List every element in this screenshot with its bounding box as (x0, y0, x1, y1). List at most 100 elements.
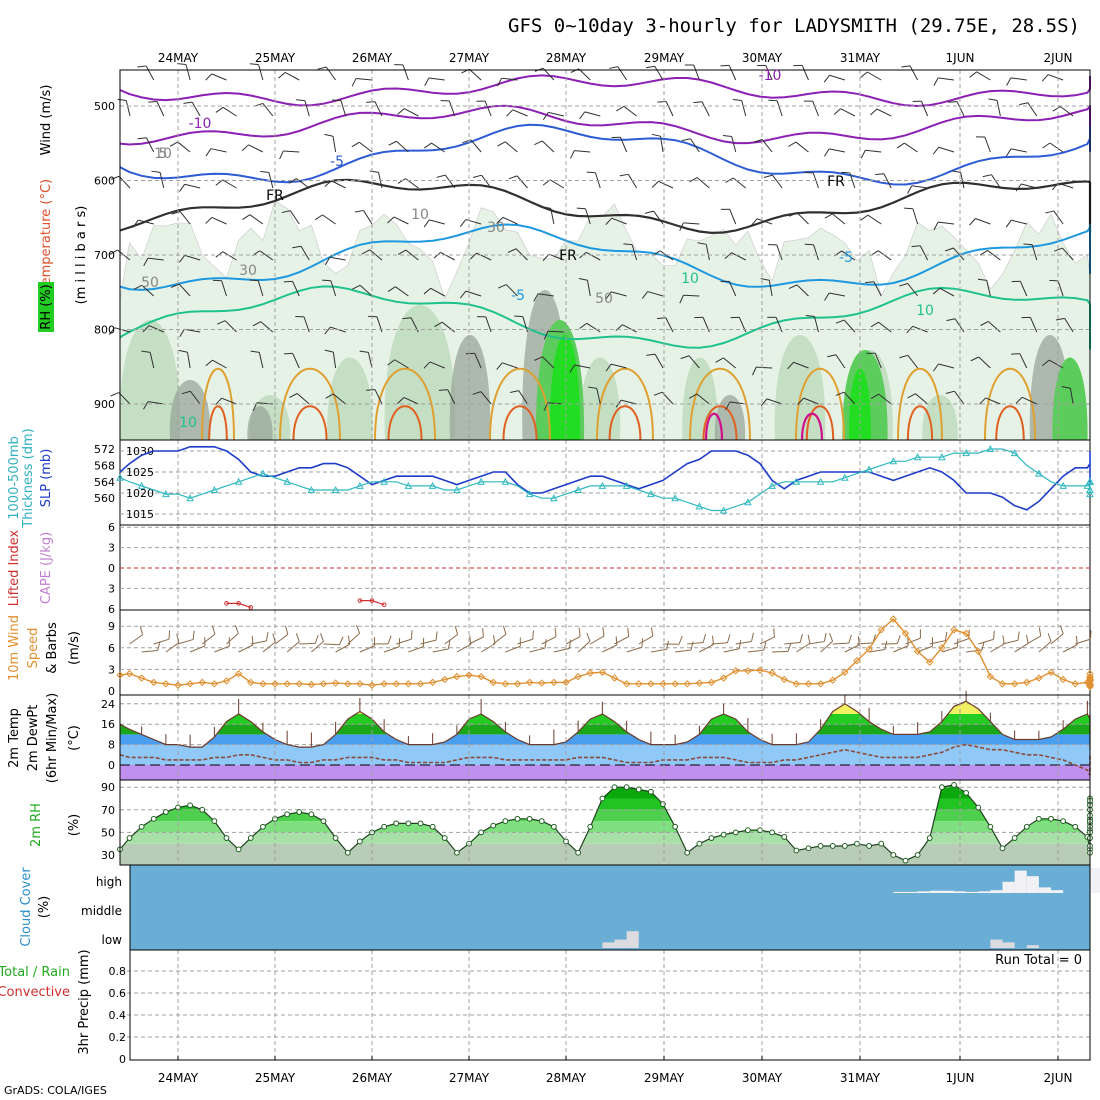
wind-barb-flag (514, 315, 523, 318)
wind10-marker (792, 680, 801, 688)
wind10-barb (905, 637, 921, 645)
wind10-marker (950, 626, 958, 634)
wind-barb-flag (423, 287, 432, 295)
wind-barb (212, 359, 227, 369)
thickness-marker (792, 477, 801, 485)
thickness-marker (210, 485, 219, 493)
wind-barb (332, 352, 337, 369)
rh2m-point (660, 801, 666, 808)
wind-barb-flag (397, 178, 406, 184)
rh2m-point (550, 823, 557, 830)
wind-barb-flag (933, 77, 939, 86)
wind-barb (665, 317, 674, 333)
thickness-marker (404, 481, 413, 489)
wind10-barb-flag (726, 634, 731, 643)
wind10-marker (756, 666, 764, 674)
wind-barb-flag (875, 173, 885, 176)
wind-barb (620, 399, 637, 405)
wind-barb (878, 393, 892, 405)
bottom-day-label: 29MAY (644, 1071, 685, 1085)
wind-barb (428, 77, 445, 81)
wind10-marker (695, 679, 704, 687)
wind-barb (812, 100, 819, 117)
p7-label-1: Cloud Cover (19, 867, 34, 947)
contour-label: 50 (141, 275, 159, 291)
isotherm-20-arch-6 (805, 405, 835, 441)
wind-barb-flag (249, 63, 259, 66)
wind10-barb-flag (176, 634, 180, 643)
wind10-marker (525, 678, 534, 687)
wind-barb (843, 319, 856, 333)
wind-barb (304, 100, 310, 117)
wind-barb (541, 140, 555, 153)
bottom-day-label: 31MAY (840, 1071, 881, 1085)
contour-label: 10 (411, 207, 429, 223)
wind-barb (502, 362, 518, 369)
rh-band (120, 832, 1090, 844)
thickness-marker (137, 481, 146, 489)
wind10m-panel: 9 6 3 0 (108, 609, 1094, 698)
wind-barb-flag (169, 141, 178, 147)
wind-barb-flag (534, 356, 543, 361)
lifted-index-point (248, 605, 254, 610)
wind10-barb (444, 634, 458, 645)
wind10-barb (165, 642, 180, 653)
wind10-barb-flag (502, 625, 507, 635)
wind-barb (1049, 142, 1064, 153)
wind-barb-flag (205, 73, 213, 81)
precip-tick: 0.8 (109, 965, 127, 978)
wind-barb (867, 71, 882, 81)
wind-barb (1048, 359, 1064, 369)
cloud-high-bar (954, 891, 967, 893)
wind10-marker (428, 678, 437, 687)
rh2m-point (429, 823, 436, 830)
wind10-marker (392, 680, 400, 688)
wind-barb-flag (387, 216, 395, 224)
thickness-slp-panel: 572 568 564 560 1030 1025 1020 1015 (94, 439, 1094, 526)
wind-barb (292, 353, 300, 369)
rh2m-point (1011, 835, 1018, 841)
p5-label-1: 2m Temp (7, 708, 22, 768)
bottom-time-axis: 24MAY 25MAY 26MAY 27MAY 28MAY 29MAY 30MAY 31MAY… (158, 1071, 1073, 1085)
thickness-marker (1059, 481, 1067, 489)
wind-barb (1010, 148, 1027, 153)
wind-barb-flag (722, 135, 732, 138)
rh2m-point (320, 818, 327, 824)
wind-barb (832, 213, 846, 225)
thickness-tick: 564 (94, 476, 115, 489)
wind-barb (537, 293, 554, 297)
thickness-marker (962, 449, 970, 457)
wind10-barb (238, 644, 254, 653)
wind-barb-flag (398, 249, 407, 255)
precip-tick: 0.2 (109, 1031, 127, 1044)
wind-barb-flag (932, 363, 939, 372)
rh2m-point (708, 835, 715, 841)
wind-barb (874, 353, 882, 369)
wind10-barb (456, 643, 472, 653)
wind10-barb-flag (666, 640, 669, 650)
wind-barb-flag (860, 214, 869, 221)
contour-label: 50 (595, 291, 613, 307)
wind10-barb (129, 634, 143, 645)
run-total: Run Total = 0 (995, 953, 1082, 968)
isotherm-15-arch-4 (596, 367, 654, 441)
wind-barb-flag (279, 150, 284, 160)
p6-label-2: (%) (67, 814, 82, 837)
wind10-barb-flag (690, 641, 694, 651)
wind10-marker (744, 667, 752, 675)
wind10-barb (383, 646, 400, 653)
wind-barb-flag (324, 180, 332, 187)
cloud-level-tick: low (102, 933, 123, 947)
wind10-marker (598, 668, 607, 676)
wind10-barb (650, 648, 667, 653)
wind-barb (654, 353, 664, 369)
wind-barb (331, 180, 346, 189)
wind-barb-flag (651, 180, 659, 188)
rh2m-point (284, 811, 291, 818)
wind10-marker (150, 678, 158, 687)
wind10-barb (856, 642, 873, 645)
thickness-marker (550, 494, 558, 502)
wind10-marker (295, 680, 303, 688)
contour-label: -10 (189, 116, 212, 132)
isotherm-25-arch-1 (800, 412, 824, 441)
